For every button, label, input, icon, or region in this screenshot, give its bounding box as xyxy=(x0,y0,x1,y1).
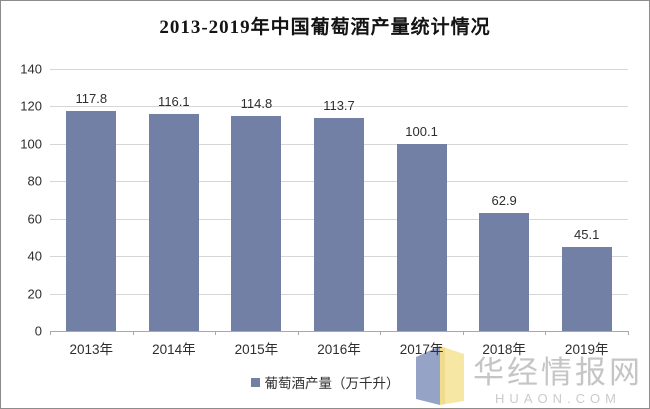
watermark-site-name: 华经情报网 xyxy=(473,355,643,391)
bar-2015年 xyxy=(231,116,282,331)
legend-label: 葡萄酒产量（万千升） xyxy=(264,376,400,391)
x-category-label-2014年: 2014年 xyxy=(152,342,196,357)
x-axis: 2013年 2014年 2015年 2016年 2017年 2018年 2019年 xyxy=(50,338,628,357)
bar-value-label-2015年: 114.8 xyxy=(240,96,273,112)
bar-value-label-2017年: 100.1 xyxy=(405,123,438,139)
y-tick-label-60: 60 xyxy=(27,211,42,227)
plot-area: 117.8 116.1 114.8 113.7 100.1 62.9 45.1 xyxy=(50,69,629,335)
gridline-120 xyxy=(50,106,628,108)
x-axis-tick xyxy=(132,331,134,335)
y-tick-label-40: 40 xyxy=(27,248,42,264)
bar-2014年 xyxy=(148,113,199,331)
y-tick-label-120: 120 xyxy=(20,98,42,114)
y-tick-label-80: 80 xyxy=(27,173,42,189)
legend: 葡萄酒产量（万千升） xyxy=(1,372,649,392)
bar-value-label-2013年: 117.8 xyxy=(75,90,108,106)
watermark-text: 华经情报网 HUAON.COM xyxy=(473,357,643,406)
bar-value-label-2014年: 116.1 xyxy=(158,93,190,109)
chart-title: 2013-2019年中国葡萄酒产量统计情况 xyxy=(159,17,491,38)
bar-2013年 xyxy=(66,110,117,331)
x-axis-tick xyxy=(297,331,299,335)
bar-2018年 xyxy=(479,213,530,331)
y-tick-label-20: 20 xyxy=(27,286,42,302)
x-category-label-2018年: 2018年 xyxy=(482,342,526,357)
x-axis-tick xyxy=(462,331,464,335)
x-axis-tick xyxy=(628,331,629,335)
bar-value-label-2016年: 113.7 xyxy=(323,98,355,114)
x-axis-tick xyxy=(545,331,547,335)
y-tick-label-140: 140 xyxy=(20,61,42,77)
watermark-domain: HUAON.COM xyxy=(495,391,621,406)
y-tick-label-0: 0 xyxy=(34,323,42,339)
bar-2017年 xyxy=(396,143,447,331)
x-category-label-2017年: 2017年 xyxy=(399,342,444,357)
x-category-label-2019年: 2019年 xyxy=(564,342,609,357)
y-axis: 0 20 40 60 80 100 120 140 xyxy=(1,62,42,339)
watermark-logo-book-icon xyxy=(416,346,464,405)
bar-value-label-2019年: 45.1 xyxy=(574,226,600,242)
y-tick-label-100: 100 xyxy=(20,136,42,152)
x-axis-tick xyxy=(215,331,217,335)
x-axis-tick xyxy=(50,331,51,335)
x-category-label-2016年: 2016年 xyxy=(317,342,361,357)
x-category-label-2013年: 2013年 xyxy=(69,342,114,357)
x-axis-tick xyxy=(380,331,382,335)
legend-marker-swatch xyxy=(250,377,260,387)
x-category-label-2015年: 2015年 xyxy=(234,342,279,357)
watermark: 华经情报网 HUAON.COM xyxy=(415,344,643,406)
bar-2019年 xyxy=(561,246,612,331)
bar-2016年 xyxy=(314,118,364,331)
gridline-140 xyxy=(50,69,628,70)
bar-value-label-2018年: 62.9 xyxy=(491,193,517,209)
